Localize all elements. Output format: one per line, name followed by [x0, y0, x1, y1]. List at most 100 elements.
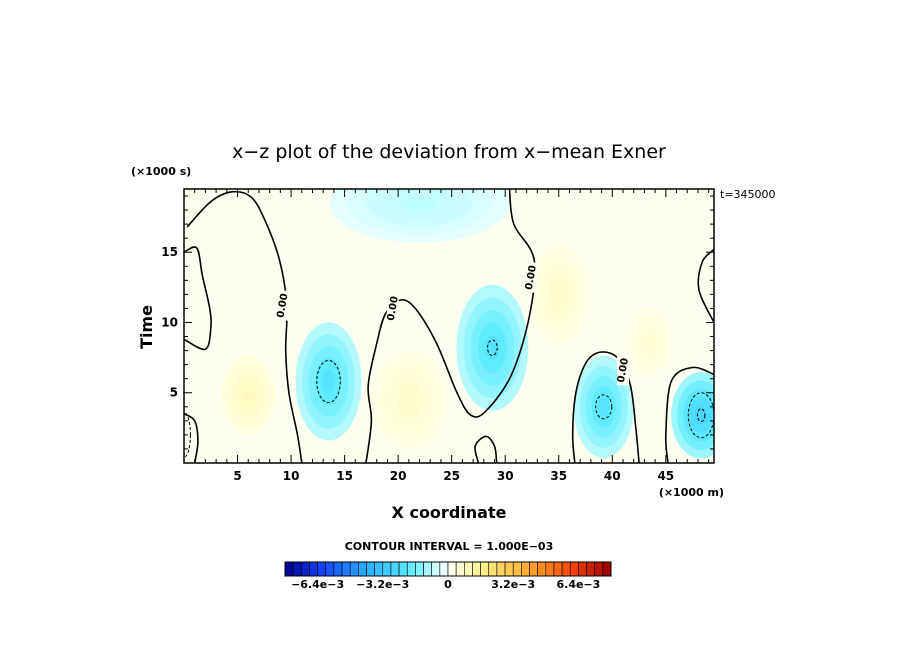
colorbar-cell: [341, 561, 351, 577]
colorbar-cell: [284, 561, 294, 577]
colorbar-tick-label: 0: [444, 578, 452, 591]
field-cell: [321, 369, 336, 394]
colorbar-cell: [390, 561, 400, 577]
chart-title: x−z plot of the deviation from x−mean Ex…: [232, 141, 666, 163]
colorbar-cell: [521, 561, 530, 577]
zero-contour-line: [571, 351, 640, 463]
colorbar-cell: [300, 561, 310, 577]
contour-labels: 0.00 0.00 0.00 0.00: [275, 262, 631, 386]
colorbar-frame: [284, 561, 612, 577]
contour-label-bg: [616, 355, 629, 386]
time-label: t=345000: [720, 188, 776, 201]
field-cell: [552, 284, 565, 305]
colorbar-cell: [349, 561, 359, 577]
colorbar-cell: [472, 561, 481, 577]
x-tick-label: 45: [657, 469, 674, 483]
zero-contour-line: [664, 366, 714, 463]
zero-contour-line: [697, 248, 714, 323]
colorbar-cell: [447, 561, 457, 577]
colorbar-cell: [423, 561, 432, 577]
colorbar-cell: [325, 561, 335, 577]
colorbar-tick-label: −3.2e−3: [356, 578, 409, 591]
zero-contour-line: [186, 190, 303, 463]
contour-label-bg: [524, 262, 537, 293]
x-tick-label: 25: [443, 469, 460, 483]
colorbar-cell: [504, 561, 514, 577]
colorbar-cell: [586, 561, 595, 577]
colorbar-cell: [358, 561, 367, 577]
x-axis-label: X coordinate: [392, 503, 507, 522]
x-tick-label: 30: [497, 469, 514, 483]
colorbar-cell: [488, 561, 498, 577]
colorbar-cell: [512, 561, 522, 577]
zero-contour-line: [474, 435, 498, 463]
contour-label: 0.00: [524, 264, 539, 290]
contour-label: 0.00: [616, 357, 631, 383]
x-unit-label: (×1000 m): [659, 486, 724, 499]
negative-contour-line: [487, 339, 498, 357]
colorbar-cell: [537, 561, 547, 577]
x-tick-label: 5: [233, 469, 241, 483]
zero-contour-line: [184, 413, 199, 463]
colorbar-cell: [309, 561, 318, 577]
colorbar-cell: [578, 561, 587, 577]
colorbar-tick-label: −6.4e−3: [291, 578, 344, 591]
colorbar-tick-labels: −6.4e−3 −3.2e−3 0 3.2e−3 6.4e−3: [291, 578, 600, 591]
contour-label-bg: [386, 293, 399, 324]
colorbar-cell: [406, 561, 416, 577]
colorbar-tick-label: 3.2e−3: [491, 578, 535, 591]
x-tick-label: 20: [390, 469, 407, 483]
field-cell: [485, 335, 500, 361]
colorbar-cell: [366, 561, 375, 577]
field-cell: [401, 389, 417, 410]
plot-frame: [183, 188, 715, 464]
colorbar-cell: [561, 561, 571, 577]
colorbar-cell: [398, 561, 408, 577]
colorbar-cell: [602, 561, 612, 577]
colorbar-cell: [292, 561, 302, 577]
x-tick-label: 15: [336, 469, 353, 483]
colorbar-cell: [545, 561, 555, 577]
colorbar-cell: [480, 561, 490, 577]
colorbar-cell: [317, 561, 327, 577]
x-tick-label: 35: [550, 469, 567, 483]
x-tick-label: 40: [604, 469, 621, 483]
colorbar-tick-label: 6.4e−3: [556, 578, 600, 591]
y-unit-label: (×1000 s): [131, 165, 191, 178]
colorbar: [284, 561, 612, 577]
colorbar-cell: [382, 561, 392, 577]
contour-label: 0.00: [386, 295, 401, 321]
negative-contour-line: [696, 408, 706, 423]
contour-label-bg: [276, 290, 289, 321]
colorbar-cell: [594, 561, 604, 577]
y-axis-ticks: 5 10 15: [161, 195, 714, 450]
field-heatmap: [184, 189, 714, 463]
colorbar-cell: [415, 561, 424, 577]
field-cell: [645, 336, 655, 351]
colorbar-cell: [455, 561, 465, 577]
x-tick-label: 10: [283, 469, 300, 483]
y-tick-label: 5: [170, 386, 178, 400]
zero-contour-line: [184, 246, 212, 351]
colorbar-cell: [496, 561, 506, 577]
colorbar-cell: [431, 561, 441, 577]
negative-contour-line: [316, 359, 341, 404]
colorbar-cell: [439, 561, 449, 577]
colorbar-cell: [553, 561, 563, 577]
colorbar-cell: [529, 561, 538, 577]
field-cell: [242, 387, 254, 404]
contour-label: 0.00: [275, 293, 290, 319]
colorbar-cell: [374, 561, 384, 577]
colorbar-cell: [333, 561, 343, 577]
colorbar-cell: [463, 561, 473, 577]
y-tick-label: 10: [161, 315, 178, 329]
x-axis-ticks: 5 10 15 20 25 30 35 40 45: [194, 189, 710, 483]
field-cell: [597, 396, 610, 418]
negative-contour-line: [595, 394, 613, 420]
field-cell: [401, 195, 438, 211]
colorbar-cell: [569, 561, 579, 577]
y-tick-label: 15: [161, 245, 178, 259]
y-axis-label: Time: [137, 305, 156, 349]
contour-interval-text: CONTOUR INTERVAL = 1.000E−03: [345, 540, 554, 553]
